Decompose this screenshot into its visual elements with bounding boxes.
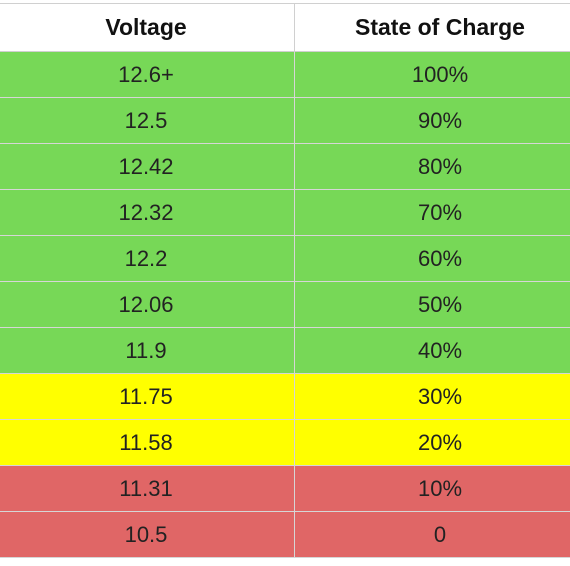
charge-cell: 60% (295, 236, 570, 282)
voltage-cell: 12.2 (0, 236, 295, 282)
charge-cell: 70% (295, 190, 570, 236)
voltage-header: Voltage (0, 4, 295, 52)
table-row: 11.9 40% (0, 328, 570, 374)
charge-cell: 20% (295, 420, 570, 466)
table-row: 12.32 70% (0, 190, 570, 236)
charge-cell: 100% (295, 52, 570, 98)
table-row: 12.06 50% (0, 282, 570, 328)
voltage-cell: 11.75 (0, 374, 295, 420)
charge-cell: 80% (295, 144, 570, 190)
charge-cell: 40% (295, 328, 570, 374)
charge-cell: 30% (295, 374, 570, 420)
voltage-cell: 10.5 (0, 512, 295, 558)
header-row: Voltage State of Charge (0, 4, 570, 52)
table-row: 12.6+ 100% (0, 52, 570, 98)
voltage-charge-table: Voltage State of Charge 12.6+ 100% 12.5 … (0, 3, 570, 558)
table-row: 10.5 0 (0, 512, 570, 558)
charge-cell: 90% (295, 98, 570, 144)
table-row: 11.58 20% (0, 420, 570, 466)
table-row: 12.42 80% (0, 144, 570, 190)
voltage-cell: 11.31 (0, 466, 295, 512)
voltage-cell: 12.06 (0, 282, 295, 328)
table-row: 12.5 90% (0, 98, 570, 144)
charge-cell: 50% (295, 282, 570, 328)
voltage-cell: 11.9 (0, 328, 295, 374)
voltage-cell: 12.5 (0, 98, 295, 144)
table-row: 11.75 30% (0, 374, 570, 420)
table-row: 12.2 60% (0, 236, 570, 282)
voltage-cell: 12.42 (0, 144, 295, 190)
voltage-cell: 12.6+ (0, 52, 295, 98)
state-of-charge-header: State of Charge (295, 4, 570, 52)
charge-cell: 10% (295, 466, 570, 512)
voltage-cell: 11.58 (0, 420, 295, 466)
charge-cell: 0 (295, 512, 570, 558)
table-row: 11.31 10% (0, 466, 570, 512)
voltage-cell: 12.32 (0, 190, 295, 236)
